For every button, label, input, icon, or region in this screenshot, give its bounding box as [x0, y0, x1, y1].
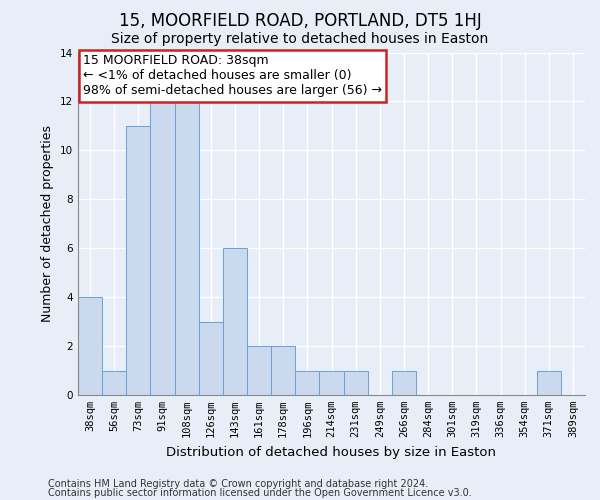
Bar: [102, 370, 126, 395]
X-axis label: Distribution of detached houses by size in Easton: Distribution of detached houses by size …: [167, 446, 497, 458]
Bar: [295, 370, 319, 395]
Text: Size of property relative to detached houses in Easton: Size of property relative to detached ho…: [112, 32, 488, 46]
Bar: [271, 346, 295, 395]
Bar: [344, 370, 368, 395]
Bar: [247, 346, 271, 395]
Bar: [126, 126, 151, 395]
Bar: [151, 102, 175, 395]
Text: Contains public sector information licensed under the Open Government Licence v3: Contains public sector information licen…: [48, 488, 472, 498]
Bar: [175, 102, 199, 395]
Bar: [392, 370, 416, 395]
Bar: [78, 297, 102, 395]
Bar: [319, 370, 344, 395]
Bar: [223, 248, 247, 395]
Bar: [537, 370, 561, 395]
Text: 15 MOORFIELD ROAD: 38sqm
← <1% of detached houses are smaller (0)
98% of semi-de: 15 MOORFIELD ROAD: 38sqm ← <1% of detach…: [83, 54, 382, 97]
Bar: [199, 322, 223, 395]
Text: Contains HM Land Registry data © Crown copyright and database right 2024.: Contains HM Land Registry data © Crown c…: [48, 479, 428, 489]
Y-axis label: Number of detached properties: Number of detached properties: [41, 125, 55, 322]
Text: 15, MOORFIELD ROAD, PORTLAND, DT5 1HJ: 15, MOORFIELD ROAD, PORTLAND, DT5 1HJ: [119, 12, 481, 30]
